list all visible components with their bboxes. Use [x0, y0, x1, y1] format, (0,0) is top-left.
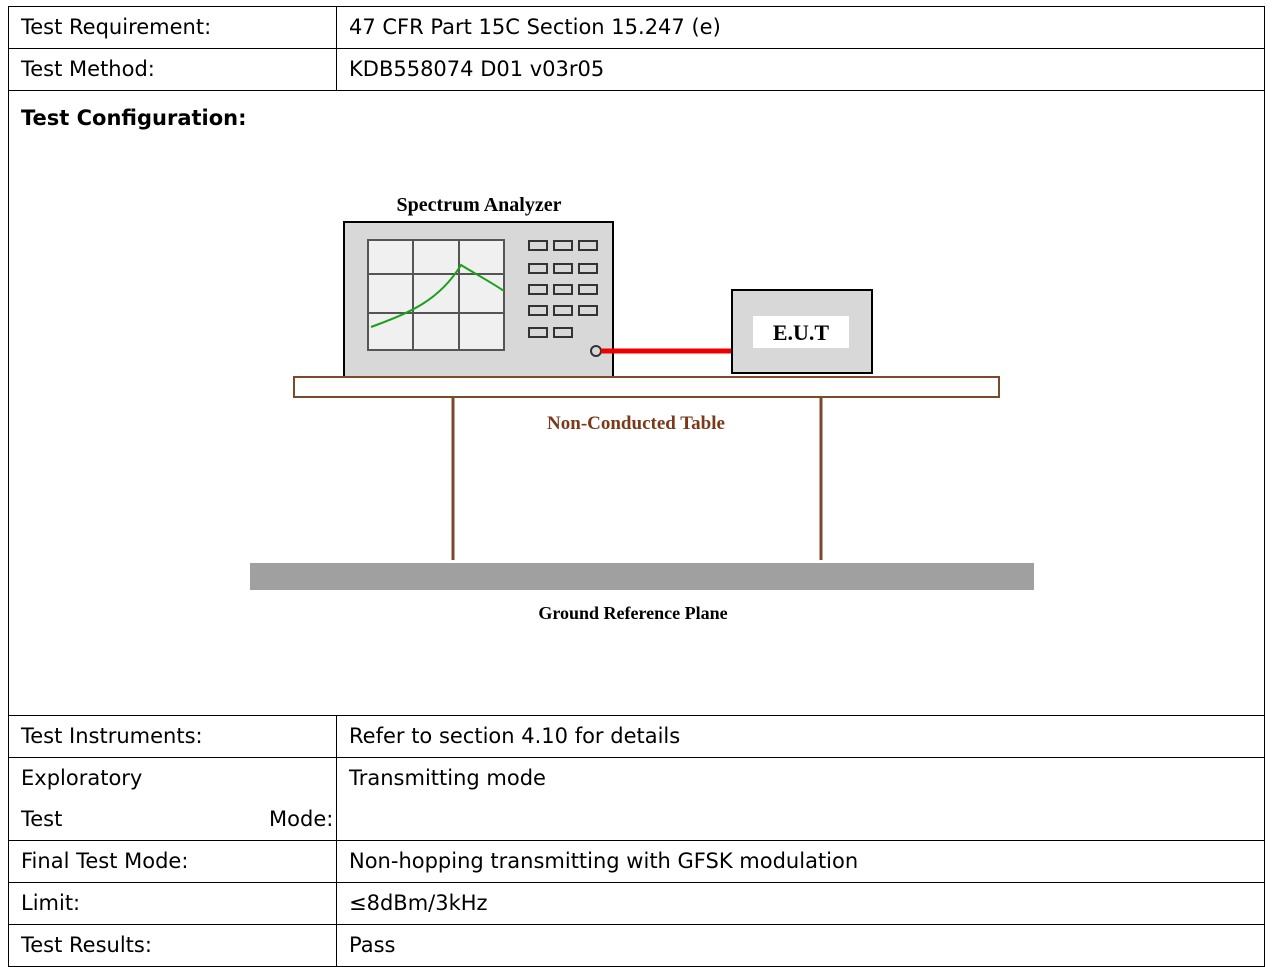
row: Final Test Mode: Non-hopping transmitting…	[8, 840, 1265, 883]
screen-grid	[368, 240, 504, 350]
row-value: Non-hopping transmitting with GFSK modul…	[336, 840, 1265, 883]
ground-label: Ground Reference Plane	[538, 603, 727, 623]
row-value: Transmitting mode	[336, 757, 1265, 841]
row-value: Refer to section 4.10 for details	[336, 715, 1265, 758]
row-label: Test Instruments:	[8, 715, 337, 758]
config-row: Test Configuration: Spectrum Analyzer	[8, 90, 1265, 716]
row-label: Limit:	[8, 882, 337, 925]
table-label: Non-Conducted Table	[547, 413, 725, 434]
row-label: Test Requirement:	[8, 6, 337, 49]
buttons	[528, 240, 602, 357]
config-label: Test Configuration:	[21, 106, 247, 130]
config-cell: Test Configuration: Spectrum Analyzer	[8, 90, 1265, 716]
row: Test Instruments: Refer to section 4.10 f…	[8, 715, 1265, 758]
row-label: Final Test Mode:	[8, 840, 337, 883]
setup-diagram: Spectrum Analyzer E.U.T	[250, 194, 1034, 623]
table-top	[293, 376, 1000, 398]
page: Test Requirement: 47 CFR Part 15C Section…	[8, 6, 1265, 967]
top-rows: Test Requirement: 47 CFR Part 15C Section…	[8, 6, 1265, 91]
ground-plane	[250, 563, 1034, 590]
eut-label: E.U.T	[773, 320, 830, 345]
row: Test Requirement: 47 CFR Part 15C Section…	[8, 6, 1265, 49]
test-table: Test Requirement: 47 CFR Part 15C Section…	[8, 6, 1265, 967]
analyzer-label: Spectrum Analyzer	[397, 194, 562, 216]
table-legs	[451, 397, 823, 560]
row: Limit: ≤8dBm/3kHz	[8, 882, 1265, 925]
row-label: Exploratory Test Mode:	[8, 757, 337, 841]
row: Test Results: Pass	[8, 924, 1265, 967]
row: Test Method: KDB558074 D01 v03r05	[8, 48, 1265, 91]
bottom-rows: Test Instruments: Refer to section 4.10 f…	[8, 715, 1265, 967]
row-value: 47 CFR Part 15C Section 15.247 (e)	[336, 6, 1265, 49]
row-value: ≤8dBm/3kHz	[336, 882, 1265, 925]
row: Exploratory Test Mode: Transmitting mode	[8, 757, 1265, 841]
row-label: Test Method:	[8, 48, 337, 91]
row-value: Pass	[336, 924, 1265, 967]
row-label: Test Results:	[8, 924, 337, 967]
row-value: KDB558074 D01 v03r05	[336, 48, 1265, 91]
eut-label-box	[753, 316, 849, 348]
trace	[370, 263, 505, 328]
